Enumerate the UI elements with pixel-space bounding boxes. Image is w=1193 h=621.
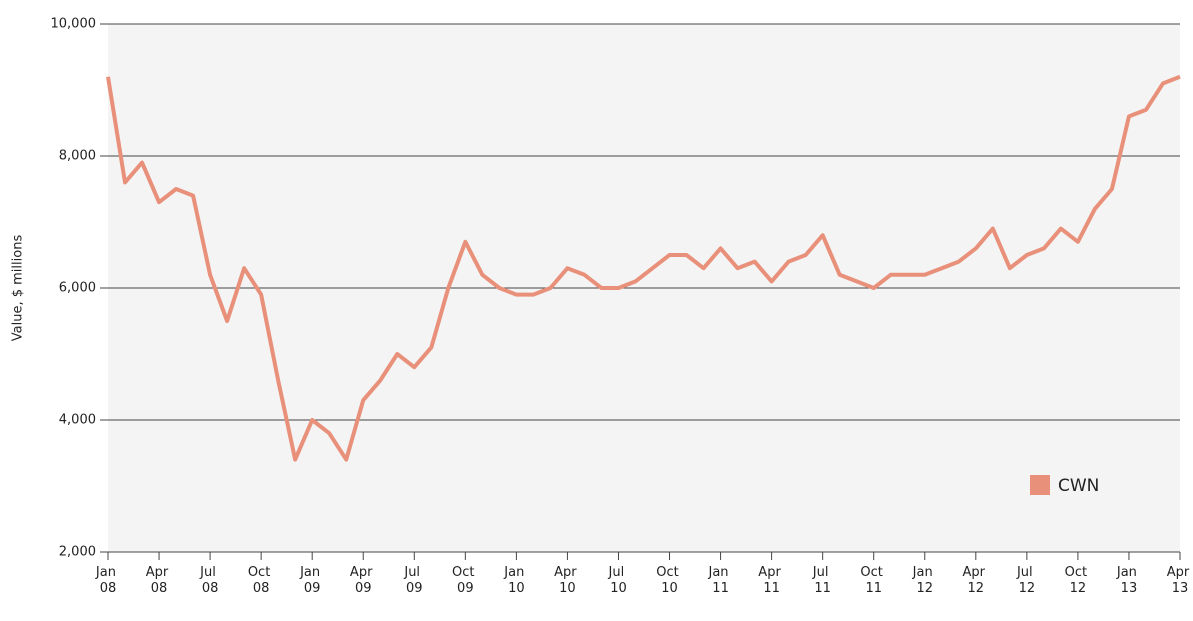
x-tick-label: Jul 09 — [403, 565, 424, 596]
x-tick-label: Oct 12 — [1065, 565, 1092, 596]
x-tick-label: Apr 08 — [146, 565, 173, 596]
x-tick-label: Oct 09 — [452, 565, 479, 596]
y-axis-label: Value, $ millions — [11, 235, 26, 342]
x-tick-label: Jan 09 — [299, 565, 324, 596]
y-tick-label: 4,000 — [59, 413, 96, 428]
legend-swatch — [1030, 475, 1050, 495]
x-tick-label: Apr 09 — [350, 565, 377, 596]
y-tick-label: 10,000 — [51, 17, 97, 32]
y-tick-label: 2,000 — [59, 545, 96, 560]
x-tick-label: Apr 12 — [962, 565, 989, 596]
x-tick-label: Jan 10 — [503, 565, 528, 596]
y-tick-label: 8,000 — [59, 149, 96, 164]
x-tick-label: Jan 08 — [95, 565, 120, 596]
legend-label: CWN — [1058, 476, 1099, 496]
x-tick-label: Jul 12 — [1016, 565, 1037, 596]
x-tick-label: Oct 08 — [248, 565, 275, 596]
x-tick-label: Jul 10 — [608, 565, 629, 596]
y-tick-label: 6,000 — [59, 281, 96, 296]
line — [106, 74, 1181, 462]
x-tick-label: Oct 11 — [860, 565, 887, 596]
x-tick-label: Jan 11 — [707, 565, 732, 596]
x-tick-label: Jul 08 — [199, 565, 220, 596]
x-tick-label: Apr 11 — [758, 565, 785, 596]
x-tick-label: Jan 12 — [912, 565, 937, 596]
x-tick-label: Jul 11 — [812, 565, 833, 596]
x-tick-label: Apr 10 — [554, 565, 581, 596]
x-tick-label: Jan 13 — [1116, 565, 1141, 596]
x-tick-label: Apr 13 — [1167, 565, 1193, 596]
x-tick-label: Oct 10 — [656, 565, 683, 596]
